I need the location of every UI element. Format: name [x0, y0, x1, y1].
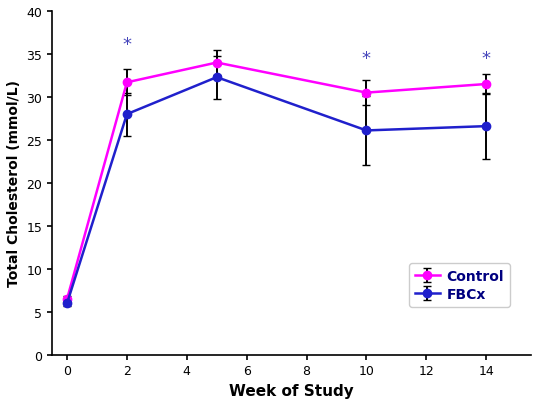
X-axis label: Week of Study: Week of Study: [229, 383, 354, 398]
Text: *: *: [123, 36, 131, 53]
Text: *: *: [362, 50, 371, 68]
Text: *: *: [482, 50, 491, 68]
Legend: Control, FBCx: Control, FBCx: [409, 264, 509, 307]
Y-axis label: Total Cholesterol (mmol/L): Total Cholesterol (mmol/L): [7, 80, 21, 287]
